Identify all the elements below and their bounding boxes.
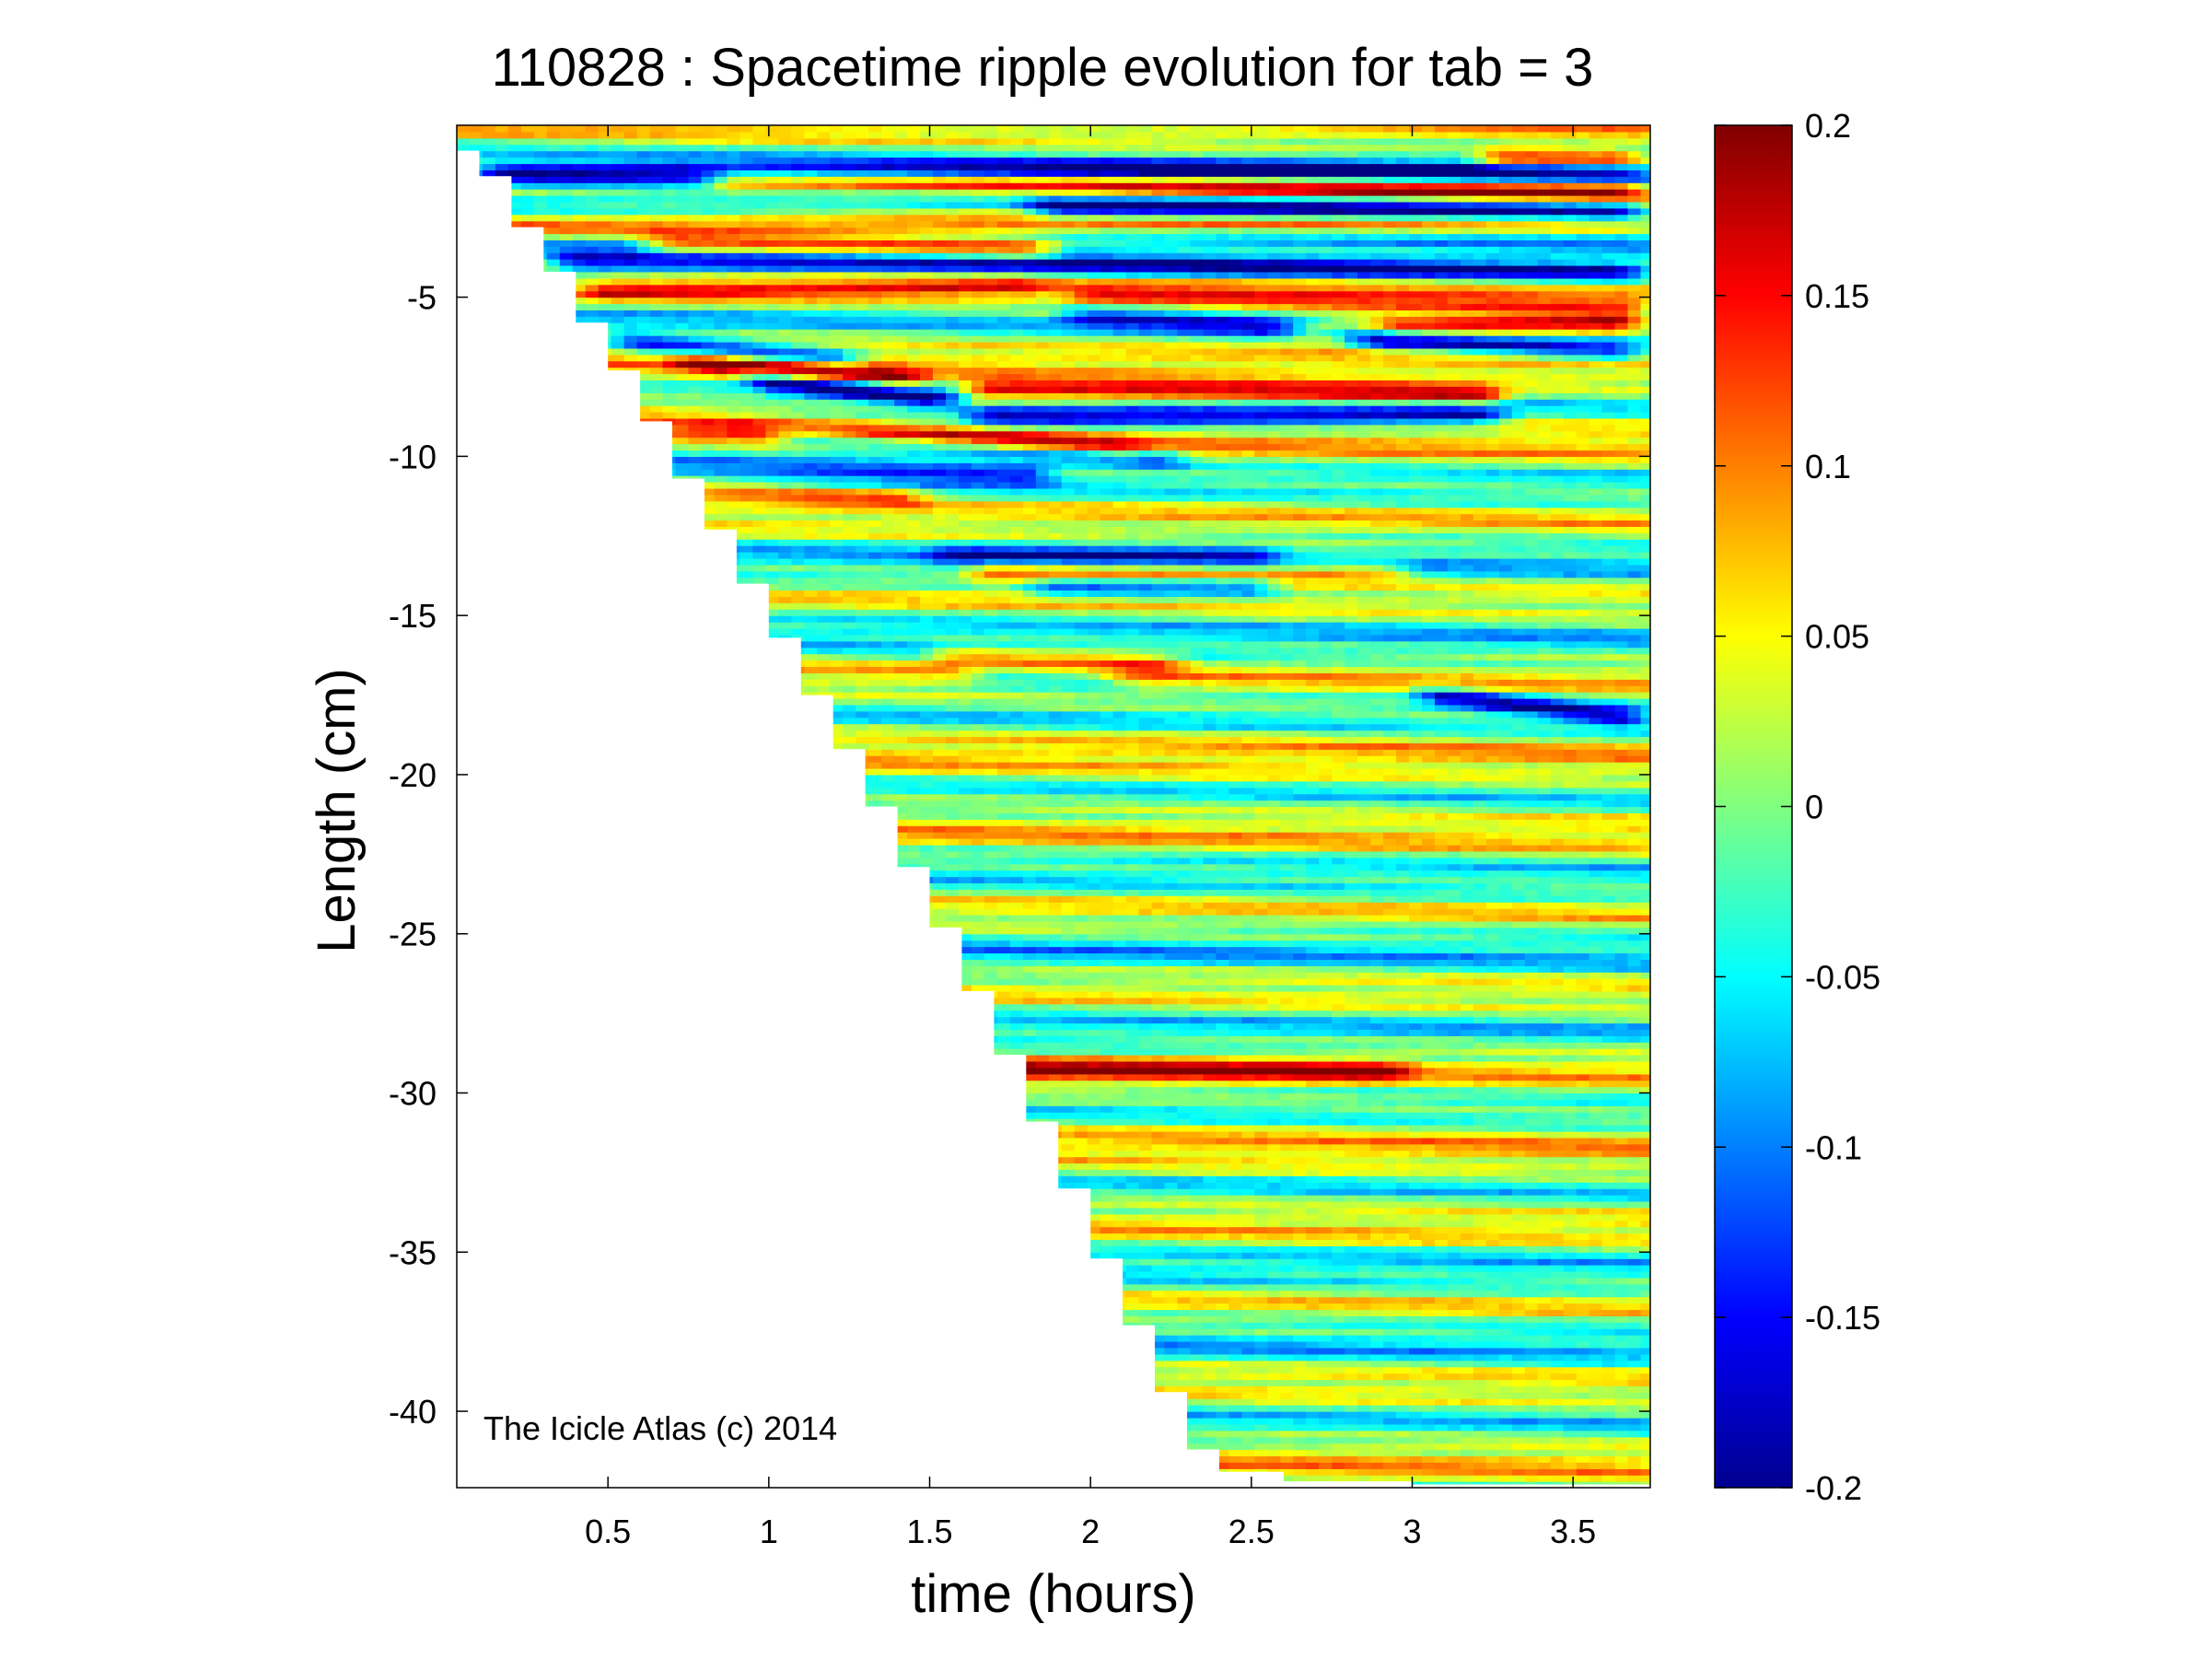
colorbar-tick-label: 0.15 (1805, 277, 1869, 315)
watermark-annotation: The Icicle Atlas (c) 2014 (483, 1409, 837, 1447)
x-tick-label: 2 (1081, 1513, 1100, 1550)
y-tick-label: -20 (389, 756, 437, 794)
y-tick-label: -30 (389, 1075, 437, 1113)
colorbar-tick-label: -0.2 (1805, 1469, 1862, 1507)
x-axis: 0.5 1 1.5 2 2.5 3 3.5 (585, 125, 1596, 1550)
x-tick-label: 0.5 (585, 1513, 631, 1550)
y-tick-label: -10 (389, 438, 437, 475)
colorbar: 0.2 0.15 0.1 0.05 0 -0.05 -0.1 -0.15 -0.2 (1714, 107, 1880, 1507)
y-axis: -5 -10 -15 -20 -25 -30 -35 -40 (389, 279, 1650, 1431)
colorbar-tick-label: 0.05 (1805, 618, 1869, 656)
y-axis-label: Length (cm) (307, 668, 367, 952)
colorbar-ticks: 0.2 0.15 0.1 0.05 0 -0.05 -0.1 -0.15 -0.2 (1715, 107, 1880, 1507)
icicle-tip-boundary (457, 125, 1650, 1488)
colorbar-tick-label: 0.1 (1805, 448, 1851, 485)
y-tick-label: -25 (389, 916, 437, 953)
plot-frame (456, 124, 1651, 1489)
colorbar-tick-label: -0.1 (1805, 1128, 1862, 1166)
chart-title: 110828 : Spacetime ripple evolution for … (492, 38, 1594, 98)
x-tick-label: 1.5 (906, 1513, 952, 1550)
y-tick-label: -5 (407, 279, 437, 317)
colorbar-tick-label: 0 (1805, 789, 1823, 826)
x-tick-label: 3 (1403, 1513, 1421, 1550)
y-tick-label: -35 (389, 1233, 437, 1271)
colorbar-gradient (1714, 124, 1793, 1489)
y-tick-label: -40 (389, 1393, 437, 1431)
colorbar-tick-label: -0.15 (1805, 1299, 1880, 1337)
x-tick-label: 1 (760, 1513, 778, 1550)
x-axis-label: time (hours) (911, 1564, 1195, 1624)
colorbar-tick-label: 0.2 (1805, 107, 1851, 145)
colorbar-tick-label: -0.05 (1805, 958, 1880, 996)
x-tick-label: 3.5 (1550, 1513, 1596, 1550)
x-tick-label: 2.5 (1228, 1513, 1275, 1550)
y-tick-label: -15 (389, 597, 437, 635)
